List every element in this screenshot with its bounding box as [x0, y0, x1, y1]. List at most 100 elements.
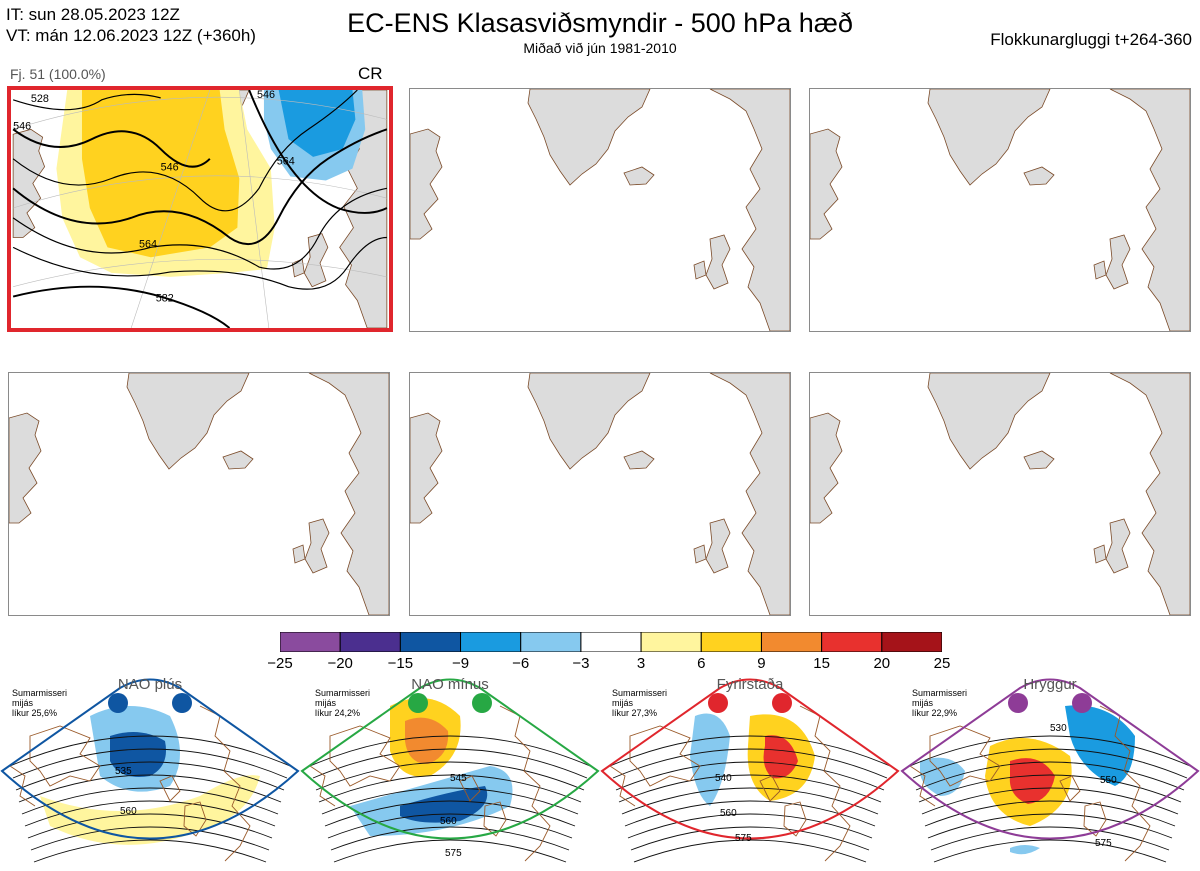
- regime-contour: [615, 761, 885, 791]
- regime-contour: [24, 800, 276, 827]
- regime-contour: [33, 839, 267, 863]
- regime-contour-label: 530: [1050, 723, 1067, 734]
- contour-label: 564: [277, 156, 295, 168]
- regime-contour-label: 560: [440, 816, 457, 827]
- cluster-regime-code: CR: [358, 64, 383, 83]
- regime-map-2[interactable]: 545 560 575: [300, 676, 600, 871]
- regime-contour: [630, 826, 870, 851]
- contour-label: 528: [31, 93, 49, 105]
- contour-label: 546: [161, 162, 179, 174]
- cluster-map-1[interactable]: 528 546 546 546 564 564 582: [7, 86, 393, 332]
- regime-contour: [321, 787, 579, 815]
- regime-contour: [12, 748, 288, 779]
- regime-info-line: Sumarmisseri: [612, 688, 668, 698]
- regime-frame: [0, 678, 300, 840]
- cluster-map-6-canvas: [810, 373, 1190, 615]
- regime-map-1[interactable]: 535 560: [0, 676, 300, 871]
- regime-contour-label: 560: [120, 806, 137, 817]
- regime-contour: [327, 813, 573, 839]
- colorbar-tick-label: 9: [757, 655, 766, 672]
- contour-label: 546: [13, 120, 31, 132]
- regime-contour: [21, 787, 279, 815]
- regime-info-line: Sumarmisseri: [912, 688, 968, 698]
- regime-contour: [30, 826, 270, 851]
- regime-contour: [27, 813, 273, 839]
- regime-marker-dot: [172, 693, 192, 713]
- colorbar-swatch: [881, 632, 942, 652]
- regime-contour: [924, 800, 1176, 827]
- cluster-map-5[interactable]: [409, 372, 791, 616]
- colorbar-tick-label: 15: [813, 655, 830, 672]
- regime-info-line: líkur 25,6%: [12, 708, 58, 718]
- regime-title: Hryggur: [1023, 676, 1077, 693]
- colorbar-tick-label: 25: [933, 655, 951, 672]
- regime-anomaly-shading: [40, 775, 260, 845]
- regime-info-line: líkur 22,9%: [912, 708, 958, 718]
- regime-contour-label: 550: [1100, 775, 1117, 786]
- regime-info-line: mijás: [612, 698, 634, 708]
- page-subtitle: Miðað við jún 1981-2010: [523, 40, 677, 56]
- classification-window: Flokkunargluggi t+264-360: [990, 30, 1192, 49]
- colorbar-swatch: [520, 632, 582, 652]
- cluster-map-3[interactable]: [809, 88, 1191, 332]
- regime-marker-dot: [1008, 693, 1028, 713]
- regime-contour: [612, 748, 888, 779]
- regime-map-4[interactable]: 530 550 575: [900, 676, 1200, 871]
- colorbar-tick-label: −25: [267, 655, 293, 672]
- regime-map-3[interactable]: 540 560 575: [600, 676, 900, 871]
- regime-contour: [9, 735, 291, 767]
- regime-contour: [621, 787, 879, 815]
- regime-contour: [318, 774, 582, 803]
- regime-contour-label: 575: [735, 833, 752, 844]
- page-title: EC-ENS Klasasviðsmyndir - 500 hPa hæð: [347, 8, 853, 38]
- regime-contour: [609, 735, 891, 767]
- regime-contour: [627, 813, 873, 839]
- regime-contour-label: 575: [1095, 838, 1112, 849]
- regime-contour: [330, 826, 570, 851]
- valid-time: VT: mán 12.06.2023 12Z (+360h): [6, 26, 256, 45]
- regime-frame: [300, 678, 600, 840]
- regime-marker-dot: [1072, 693, 1092, 713]
- regime-contour-label: 540: [715, 773, 732, 784]
- colorbar-swatch: [399, 632, 462, 652]
- regime-anomaly-shading: [690, 713, 730, 806]
- regime-anomaly-shading: [920, 757, 965, 796]
- regime-title: Fyrirstaða: [716, 676, 784, 693]
- regime-contour: [927, 813, 1173, 839]
- regime-contour: [333, 839, 567, 863]
- regime-anomaly-shading: [405, 717, 449, 764]
- colorbar-swatch: [760, 632, 823, 652]
- regime-info-line: líkur 24,2%: [315, 708, 361, 718]
- regime-contour: [918, 774, 1182, 803]
- regime-contour: [312, 748, 588, 779]
- regime-info-line: Sumarmisseri: [315, 688, 371, 698]
- cluster-map-5-canvas: [410, 373, 790, 615]
- regime-anomaly-shading: [763, 735, 798, 779]
- regime-info: Sumarmisseri mijás líkur 22,9%: [912, 688, 967, 718]
- regime-anomaly-shading: [1010, 845, 1040, 855]
- cluster-map-6[interactable]: [809, 372, 1191, 616]
- regime-title: NAO plús: [117, 676, 183, 693]
- contour-label: 582: [156, 292, 174, 304]
- contour-label: 564: [139, 238, 157, 250]
- regime-info-line: mijás: [315, 698, 337, 708]
- regime-contour: [909, 735, 1191, 767]
- cluster-map-1-canvas: 528 546 546 546 564 564 582: [12, 90, 388, 328]
- regime-contour: [915, 761, 1185, 791]
- cluster-label: Fj. 51 (100.0%): [10, 66, 106, 82]
- regime-contour: [618, 774, 882, 803]
- regime-contour: [933, 839, 1167, 863]
- cluster-map-2[interactable]: [409, 88, 791, 332]
- regime-contour: [15, 761, 285, 791]
- colorbar-swatch: [640, 632, 702, 652]
- colorbar-tick-label: 6: [697, 655, 706, 672]
- regime-info-line: líkur 27,3%: [612, 708, 658, 718]
- regime-frame: [900, 678, 1200, 840]
- cluster-map-2-canvas: [410, 89, 790, 331]
- regime-marker-dot: [408, 693, 428, 713]
- colorbar-tick-label: −20: [327, 655, 353, 672]
- colorbar-swatch: [280, 632, 341, 652]
- regime-contour: [18, 774, 282, 803]
- cluster-map-4[interactable]: [8, 372, 390, 616]
- regime-info: Sumarmisseri mijás líkur 25,6%: [12, 688, 67, 718]
